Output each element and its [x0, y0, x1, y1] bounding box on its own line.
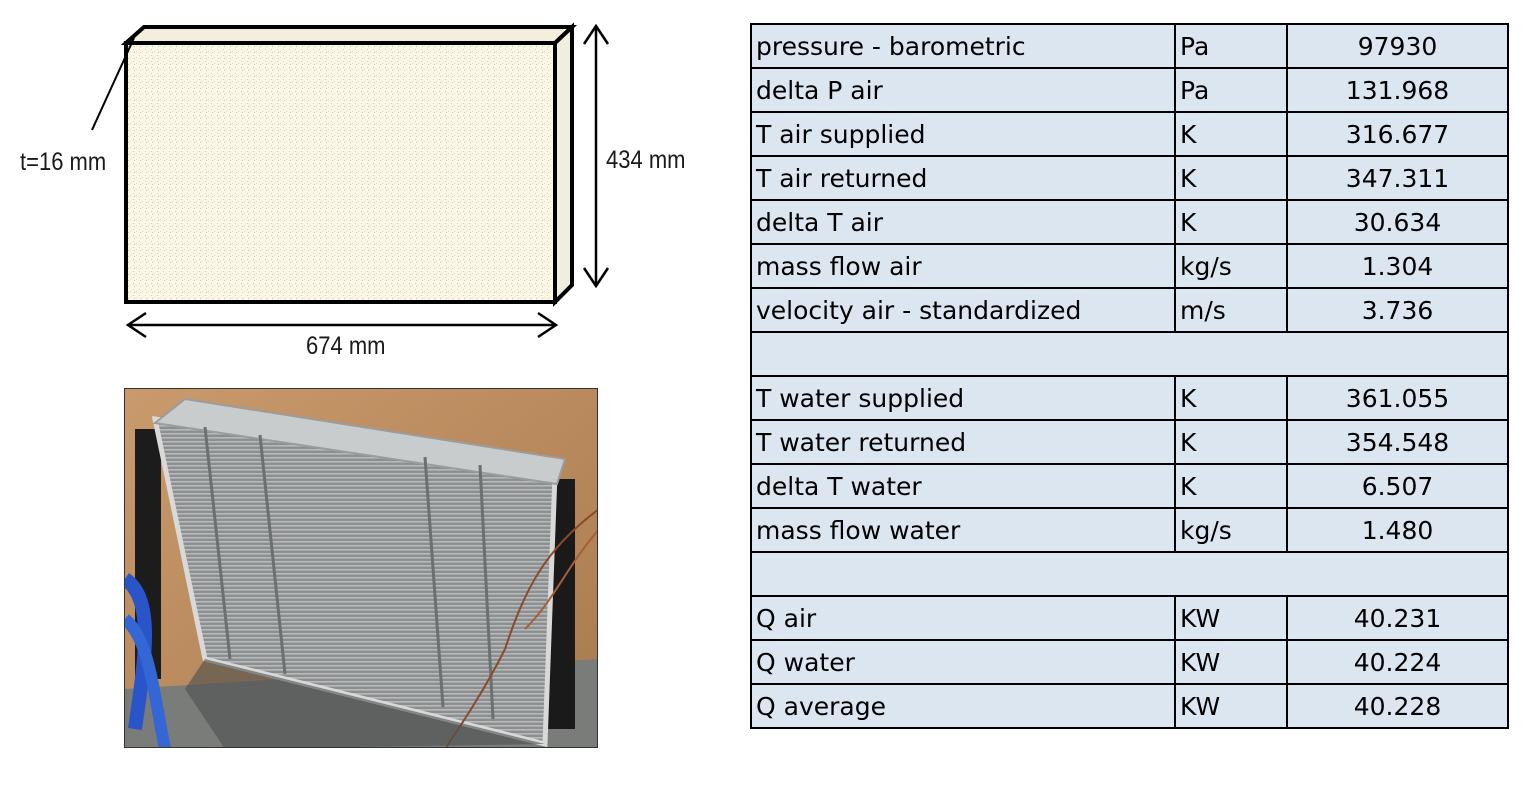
dimension-drawing: t=16 mm 434 mm 674 mm [0, 0, 720, 380]
row-unit: K [1174, 463, 1288, 509]
radiator-illustration [125, 389, 597, 747]
thickness-label: t=16 mm [20, 148, 107, 176]
row-unit: K [1174, 111, 1288, 157]
table-row: T air returned K 347.311 [750, 155, 1509, 201]
row-unit: K [1174, 155, 1288, 201]
row-value: 1.304 [1286, 243, 1509, 289]
row-label: Q average [750, 683, 1176, 729]
row-label: T air supplied [750, 111, 1176, 157]
panel-sketch [91, 22, 610, 339]
row-value: 40.231 [1286, 595, 1509, 641]
row-value: 40.228 [1286, 683, 1509, 729]
table-row: velocity air - standardized m/s 3.736 [750, 287, 1509, 333]
panel-front-face [124, 41, 557, 304]
table-row: T air supplied K 316.677 [750, 111, 1509, 157]
row-unit: KW [1174, 639, 1288, 685]
row-value: 3.736 [1286, 287, 1509, 333]
row-label: mass flow air [750, 243, 1176, 289]
spacer-cell [750, 331, 1509, 377]
row-unit: K [1174, 199, 1288, 245]
row-unit: KW [1174, 683, 1288, 729]
row-value: 354.548 [1286, 419, 1509, 465]
table-row: mass flow water kg/s 1.480 [750, 507, 1509, 553]
row-unit: K [1174, 419, 1288, 465]
row-label: delta T water [750, 463, 1176, 509]
panel-top-face [120, 25, 578, 45]
thickness-leader-line [91, 37, 135, 131]
table-row: delta P air Pa 131.968 [750, 67, 1509, 113]
table-spacer-row [750, 331, 1509, 377]
table-row: T water supplied K 361.055 [750, 375, 1509, 421]
row-unit: K [1174, 375, 1288, 421]
row-label: Q air [750, 595, 1176, 641]
row-unit: Pa [1174, 67, 1288, 113]
table-row: delta T water K 6.507 [750, 463, 1509, 509]
width-label: 674 mm [306, 332, 386, 360]
row-label: T water supplied [750, 375, 1176, 421]
row-value: 30.634 [1286, 199, 1509, 245]
panel-side-face [553, 22, 574, 307]
row-label: velocity air - standardized [750, 287, 1176, 333]
measurement-table: pressure - barometric Pa 97930 delta P a… [750, 23, 1509, 729]
row-label: T water returned [750, 419, 1176, 465]
table-row: Q air KW 40.231 [750, 595, 1509, 641]
radiator-photo [124, 388, 598, 748]
table-row: pressure - barometric Pa 97930 [750, 23, 1509, 69]
row-value: 40.224 [1286, 639, 1509, 685]
spacer-cell [750, 551, 1509, 597]
row-label: delta T air [750, 199, 1176, 245]
row-value: 1.480 [1286, 507, 1509, 553]
row-unit: m/s [1174, 287, 1288, 333]
row-label: T air returned [750, 155, 1176, 201]
row-label: delta P air [750, 67, 1176, 113]
row-value: 131.968 [1286, 67, 1509, 113]
row-value: 6.507 [1286, 463, 1509, 509]
row-label: Q water [750, 639, 1176, 685]
row-unit: Pa [1174, 23, 1288, 69]
row-unit: kg/s [1174, 243, 1288, 289]
table-row: mass flow air kg/s 1.304 [750, 243, 1509, 289]
row-unit: KW [1174, 595, 1288, 641]
row-value: 97930 [1286, 23, 1509, 69]
row-value: 347.311 [1286, 155, 1509, 201]
row-label: mass flow water [750, 507, 1176, 553]
table-row: Q water KW 40.224 [750, 639, 1509, 685]
row-value: 361.055 [1286, 375, 1509, 421]
row-value: 316.677 [1286, 111, 1509, 157]
table-spacer-row [750, 551, 1509, 597]
table-row: Q average KW 40.228 [750, 683, 1509, 729]
table-row: delta T air K 30.634 [750, 199, 1509, 245]
row-label: pressure - barometric [750, 23, 1176, 69]
height-label: 434 mm [606, 146, 686, 174]
table-row: T water returned K 354.548 [750, 419, 1509, 465]
row-unit: kg/s [1174, 507, 1288, 553]
